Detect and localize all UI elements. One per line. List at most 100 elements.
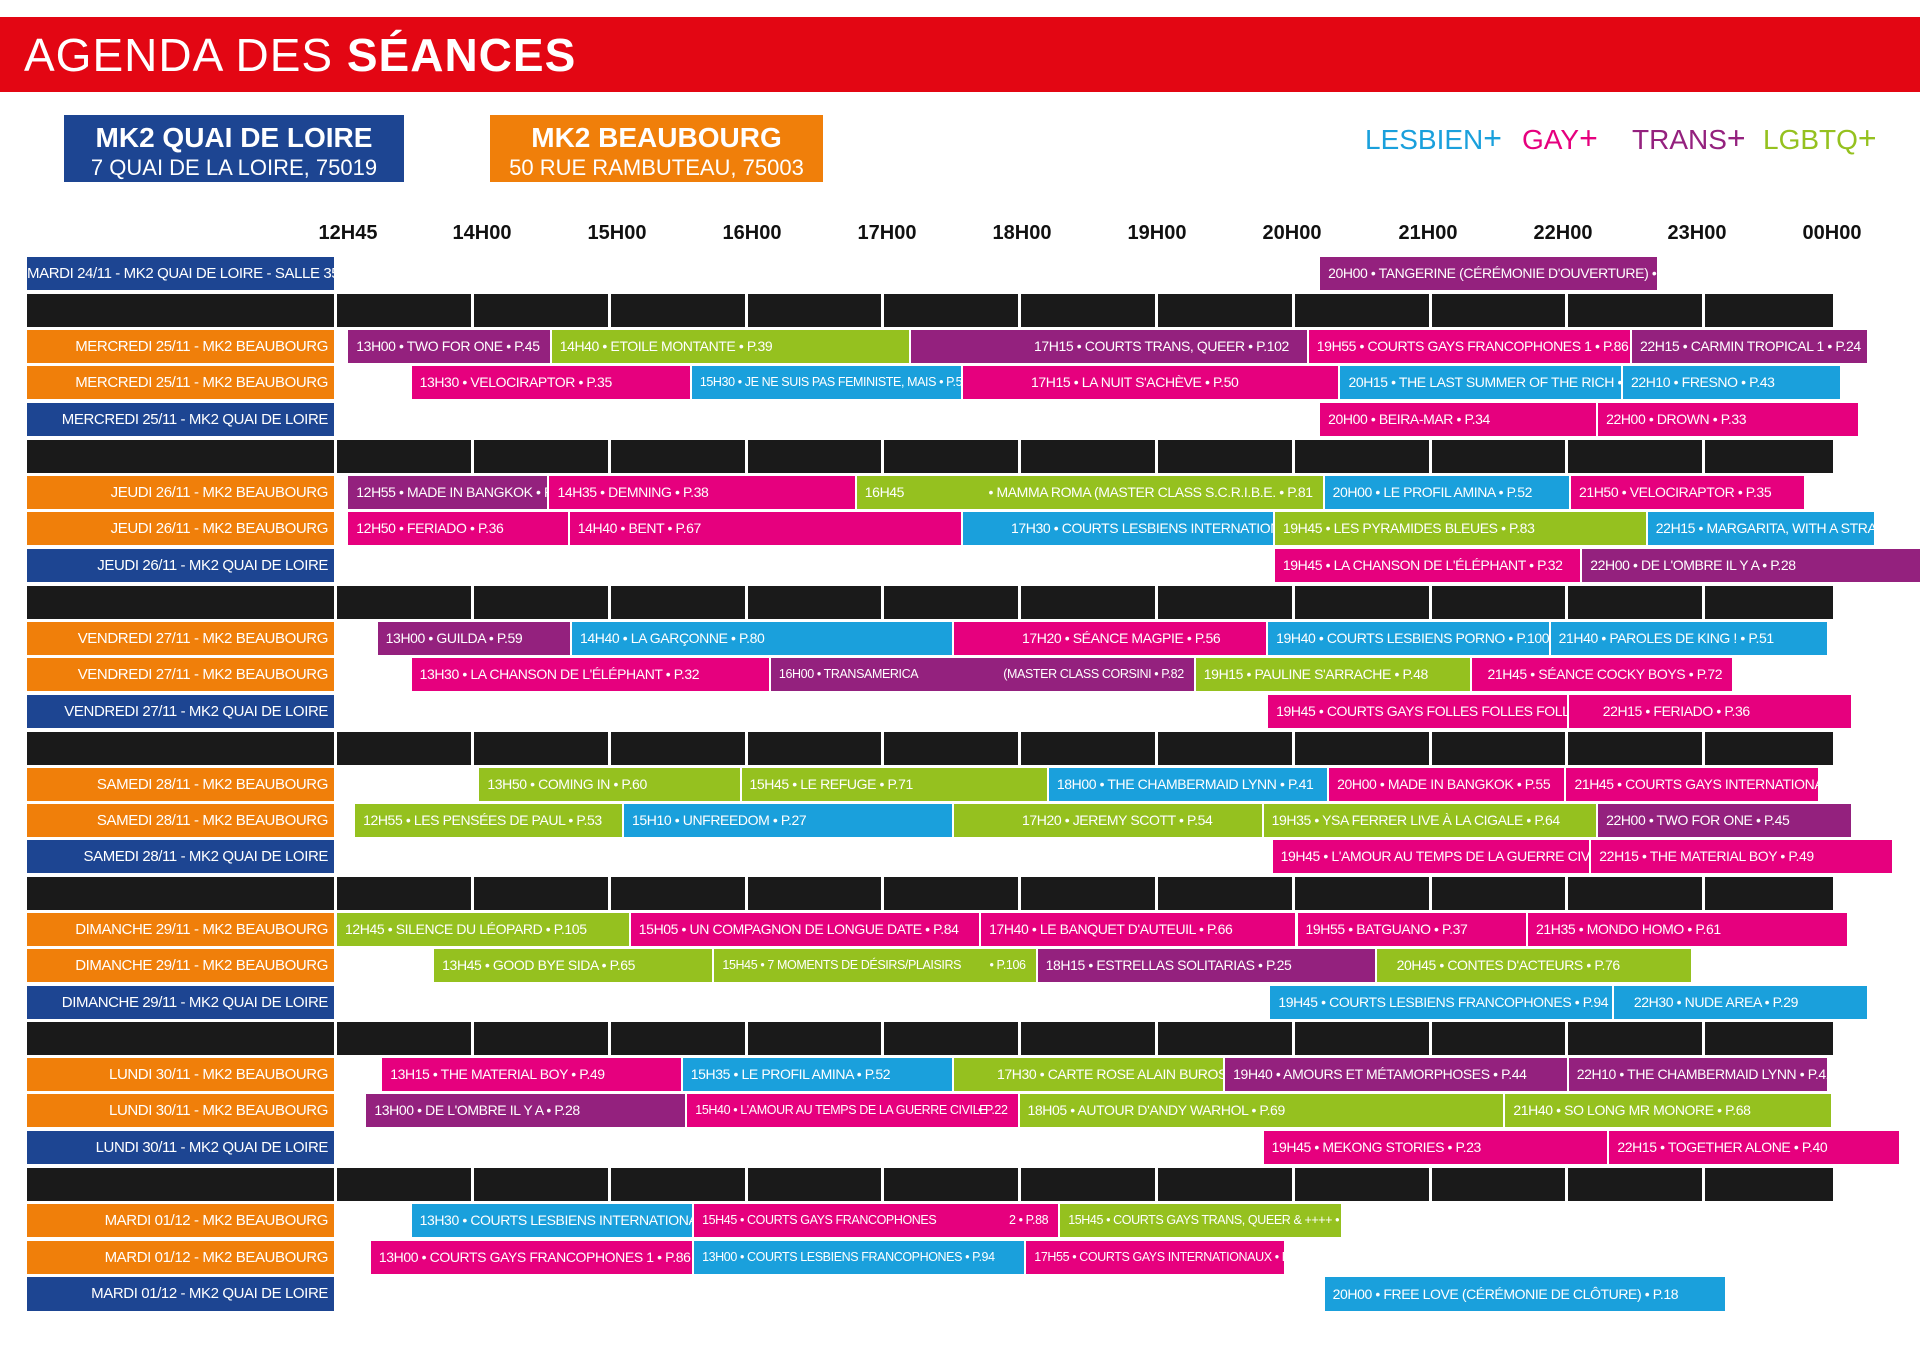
session-text: 12H55 • MADE IN BANGKOK • P.55 <box>356 484 547 500</box>
session-block: 20H00 • TANGERINE (CÉRÉMONIE D'OUVERTURE… <box>1320 257 1658 290</box>
legend-item-gay: GAY+ <box>1522 120 1598 157</box>
session-text: 15H05 • UN COMPAGNON DE LONGUE DATE • P.… <box>638 921 959 937</box>
separator-block <box>1295 586 1429 619</box>
session-block: 15H45 • LE REFUGE • P.71 <box>741 768 1047 801</box>
separator-block <box>1705 294 1833 327</box>
venue-name-quai: MK2 QUAI DE LOIRE <box>95 122 373 153</box>
session-text: 15H45 • LE REFUGE • P.71 <box>749 776 914 792</box>
session-text: 15H10 • UNFREEDOM • P.27 <box>632 812 807 828</box>
time-label: 20H00 <box>1262 222 1322 244</box>
session-block: 13H30 • COURTS LESBIENS INTERNATIONAUX •… <box>411 1204 693 1237</box>
session-text: 19H55 • COURTS GAYS FRANCOPHONES 1 • P.8… <box>1316 338 1629 354</box>
session-block: 15H35 • LE PROFIL AMINA • P.52 <box>682 1058 952 1091</box>
session-text: 22H10 • FRESNO • P.43 <box>1630 374 1775 390</box>
separator-block <box>1432 586 1565 619</box>
day-label: LUNDI 30/11 - MK2 BEAUBOURG <box>27 1094 334 1127</box>
session-text: 19H45 • LA CHANSON DE L'ÉLÉPHANT • P.32 <box>1282 557 1563 573</box>
session-block: 13H00 • TWO FOR ONE • P.45 <box>348 330 550 363</box>
session-text: 20H00 • MADE IN BANGKOK • P.55 <box>1337 776 1551 792</box>
time-label: 12H45 <box>318 222 378 244</box>
session-text: 14H40 • BENT • P.67 <box>577 520 702 536</box>
venue-card-quai: MK2 QUAI DE LOIRE 7 QUAI DE LA LOIRE, 75… <box>64 115 404 206</box>
session-text: 19H45 • MEKONG STORIES • P.23 <box>1271 1139 1482 1155</box>
session-block: 17H20 • SÉANCE MAGPIE • P.56 <box>953 622 1267 655</box>
session-block: 13H00 • COURTS GAYS FRANCOPHONES 1 • P.8… <box>370 1241 693 1274</box>
session-text: 22H15 • TOGETHER ALONE • P.40 <box>1617 1139 1828 1155</box>
day-label: MARDI 01/12 - MK2 BEAUBOURG <box>27 1204 334 1237</box>
separator-block <box>611 732 745 765</box>
day-label: DIMANCHE 29/11 - MK2 BEAUBOURG <box>27 913 334 946</box>
session-text: 17H15 • LA NUIT S'ACHÈVE • P.50 <box>1031 374 1239 390</box>
session-block: 21H40 • PAROLES DE KING ! • P.51 <box>1550 622 1827 655</box>
session-text: 14H40 • ETOILE MONTANTE • P.39 <box>559 338 773 354</box>
day-label: MARDI 24/11 - MK2 QUAI DE LOIRE - SALLE … <box>27 257 348 290</box>
separator-block <box>1158 1022 1292 1055</box>
separator-label-cell <box>27 586 334 619</box>
session-block: 21H35 • MONDO HOMO • P.61 <box>1528 913 1847 946</box>
separator-label-cell <box>27 877 334 910</box>
day-label: SAMEDI 28/11 - MK2 QUAI DE LOIRE <box>27 840 334 873</box>
separator-block <box>1568 1022 1702 1055</box>
session-block: 21H40 • SO LONG MR MONORE • P.68 <box>1505 1094 1832 1127</box>
separator-block <box>1021 440 1155 473</box>
session-block: 19H55 • COURTS GAYS FRANCOPHONES 1 • P.8… <box>1308 330 1630 363</box>
session-block: 19H45 • LES PYRAMIDES BLEUES • P.83 <box>1274 512 1646 545</box>
session-text: 19H45 • LES PYRAMIDES BLEUES • P.83 <box>1282 520 1535 536</box>
separator-block <box>748 294 881 327</box>
session-text: 22H15 • CARMIN TROPICAL 1 • P.24 <box>1639 338 1861 354</box>
separator-block <box>748 1022 881 1055</box>
session-block: 20H00 • FREE LOVE (CÉRÉMONIE DE CLÔTURE)… <box>1324 1277 1725 1311</box>
session-block: 19H35 • YSA FERRER LIVE À LA CIGALE • P.… <box>1263 804 1597 837</box>
separator-block <box>1021 586 1155 619</box>
time-label: 16H00 <box>722 222 782 244</box>
session-block: 22H15 • MARGARITA, WITH A STRAW • P.42 <box>1647 512 1875 545</box>
separator-label-cell <box>27 294 334 327</box>
session-text: 16H00 • TRANSAMERICA <box>778 667 919 681</box>
legend-label: TRANS <box>1632 124 1727 155</box>
session-text: 18H15 • ESTRELLAS SOLITARIAS • P.25 <box>1045 957 1292 973</box>
separator-block <box>884 1168 1018 1201</box>
day-label: VENDREDI 27/11 - MK2 QUAI DE LOIRE <box>27 695 334 728</box>
session-block: 22H10 • FRESNO • P.43 <box>1622 366 1841 399</box>
session-block: 18H00 • THE CHAMBERMAID LYNN • P.41 <box>1048 768 1328 801</box>
session-text: 17H30 • CARTE ROSE ALAIN BUROSSE • P.74 <box>996 1066 1224 1082</box>
plus-icon: + <box>1857 120 1877 156</box>
time-label: 23H00 <box>1667 222 1727 244</box>
session-block: 22H10 • THE CHAMBERMAID LYNN • P.41 <box>1568 1058 1827 1091</box>
separator-block <box>1295 1022 1429 1055</box>
session-block: 14H40 • BENT • P.67 <box>569 512 961 545</box>
session-block: 22H00 • TWO FOR ONE • P.45 <box>1598 804 1852 837</box>
session-text: 13H00 • COURTS GAYS FRANCOPHONES 1 • P.8… <box>378 1249 691 1265</box>
session-block: 21H45 • SÉANCE COCKY BOYS • P.72 <box>1471 658 1732 691</box>
separator-block <box>884 586 1018 619</box>
separator-block <box>1568 1168 1702 1201</box>
session-block: 19H45 • COURTS LESBIENS FRANCOPHONES • P… <box>1270 986 1612 1019</box>
legend-label: LESBIEN <box>1365 124 1484 155</box>
session-block: 14H40 • ETOILE MONTANTE • P.39 <box>551 330 910 363</box>
session-text: 13H15 • THE MATERIAL BOY • P.49 <box>390 1066 605 1082</box>
session-block: 13H50 • COMING IN • P.60 <box>479 768 740 801</box>
session-block: 12H55 • MADE IN BANGKOK • P.55 <box>348 476 548 509</box>
session-block: 22H30 • NUDE AREA • P.29 <box>1613 986 1868 1019</box>
time-label: 22H00 <box>1533 222 1593 244</box>
separator-block <box>611 877 745 910</box>
session-text: 13H00 • DE L'OMBRE IL Y A • P.28 <box>374 1102 580 1118</box>
time-label: 14H00 <box>452 222 512 244</box>
session-text-continued: • P.22 <box>977 1103 1008 1117</box>
session-text: 18H05 • AUTOUR D'ANDY WARHOL • P.69 <box>1027 1102 1286 1118</box>
session-block: 17H15 • COURTS TRANS, QUEER • P.102 <box>911 330 1307 363</box>
separator-block <box>611 1168 745 1201</box>
separator-block <box>474 732 608 765</box>
day-label: SAMEDI 28/11 - MK2 BEAUBOURG <box>27 768 334 801</box>
separator-block <box>748 586 881 619</box>
separator-block <box>1295 732 1429 765</box>
session-block: 20H00 • BEIRA-MAR • P.34 <box>1320 403 1597 436</box>
session-block: 20H00 • LE PROFIL AMINA • P.52 <box>1324 476 1569 509</box>
separator-block <box>1158 440 1292 473</box>
day-label: VENDREDI 27/11 - MK2 BEAUBOURG <box>27 658 334 691</box>
session-text: 13H30 • VELOCIRAPTOR • P.35 <box>419 374 613 390</box>
plus-icon: + <box>1579 120 1598 156</box>
separator-block <box>1568 877 1702 910</box>
day-label: LUNDI 30/11 - MK2 BEAUBOURG <box>27 1058 334 1091</box>
session-block: 15H05 • UN COMPAGNON DE LONGUE DATE • P.… <box>630 913 980 946</box>
